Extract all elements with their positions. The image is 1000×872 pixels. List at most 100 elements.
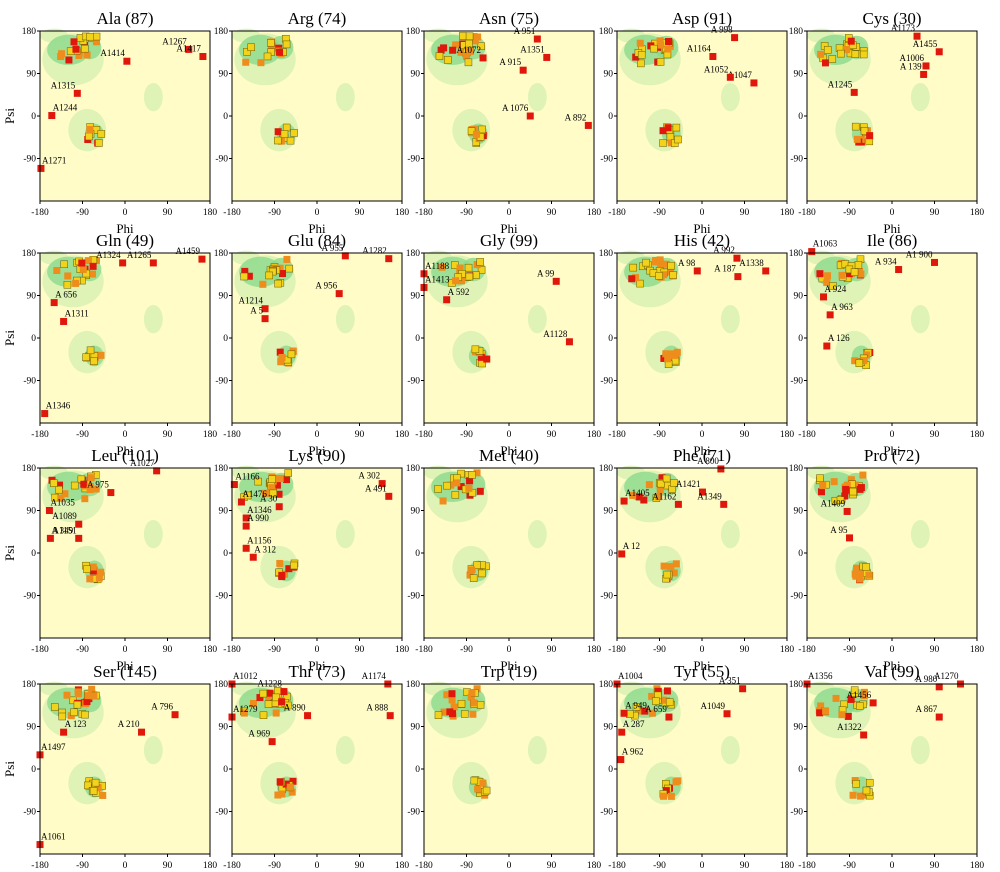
residue-marker (94, 784, 102, 792)
x-tick-label: -90 (460, 861, 473, 871)
outlier-marker (385, 255, 393, 263)
x-tick-label: 90 (740, 645, 750, 655)
outlier-marker (895, 266, 903, 274)
residue-marker (462, 52, 470, 60)
residue-marker (857, 792, 865, 800)
panel-svg: Gly (99) A1188 A1413 A 592 A1128 A 99 -180 -90 0… (406, 231, 602, 458)
x-tick-label: 90 (930, 861, 940, 871)
y-tick-label: 180 (789, 464, 804, 474)
residue-marker (99, 791, 107, 799)
residue-marker (70, 708, 78, 717)
outlier-label: A1047 (727, 70, 752, 80)
outlier-label: A 592 (448, 287, 470, 297)
panel-svg: Pro (72) A1409 A 95 -180 -90 0 90 180 Phi 180 90 0 -… (789, 446, 985, 673)
y-tick-label: 90 (27, 723, 37, 733)
x-tick-label: 0 (315, 861, 320, 871)
y-tick-label: 90 (794, 507, 804, 517)
y-tick-label: -90 (215, 377, 228, 387)
residue-marker (632, 703, 641, 711)
residue-marker (286, 136, 295, 145)
outlier-marker (519, 66, 527, 74)
outlier-marker (565, 338, 573, 346)
outlier-label: A 955 (322, 243, 344, 253)
y-tick-label: -90 (23, 592, 36, 602)
outlier-marker (75, 534, 83, 542)
outlier-marker (198, 255, 206, 263)
outlier-label: A1346 (46, 401, 71, 411)
residue-marker (667, 266, 675, 274)
residue-marker (471, 37, 479, 45)
outlier-label: A1270 (934, 671, 959, 681)
residue-marker (241, 267, 249, 275)
x-tick-label: -180 (223, 208, 241, 218)
x-tick-label: 90 (355, 645, 365, 655)
y-tick-label: 180 (406, 464, 421, 474)
outlier-marker (820, 293, 828, 301)
residue-marker (277, 358, 285, 366)
residue-marker (862, 563, 870, 571)
residue-marker (60, 260, 68, 269)
residue-marker (448, 690, 456, 698)
outlier-label: A1244 (53, 103, 78, 113)
residue-marker (51, 703, 59, 711)
residue-marker (283, 476, 291, 484)
outlier-label: A1265 (127, 250, 152, 260)
outlier-label: A 990 (247, 513, 269, 523)
outlier-label: A 312 (254, 544, 276, 554)
outlier-marker (665, 713, 673, 721)
residue-marker (257, 59, 265, 67)
residue-marker (286, 783, 294, 791)
residue-marker (92, 38, 100, 46)
outlier-label: A1188 (425, 261, 450, 271)
residue-marker (81, 495, 89, 503)
outlier-marker (698, 488, 706, 496)
residue-marker (671, 351, 679, 359)
x-axis-label: Phi (116, 443, 134, 458)
allowed-region (720, 735, 740, 765)
y-tick-label: 0 (415, 549, 420, 559)
residue-marker (473, 469, 481, 477)
outlier-marker (443, 296, 451, 304)
residue-marker (290, 129, 298, 137)
panel-svg: Val (99) A1356 A1456 A1322 A1270 A 867 A 980 -1… (789, 662, 985, 871)
residue-marker (287, 350, 296, 359)
residue-marker (276, 559, 284, 567)
outlier-label: A 349 (51, 525, 73, 535)
residue-marker (58, 712, 66, 721)
residue-marker (240, 709, 248, 717)
ramachandran-panel: Thr (73) A1012 A1279 A1228 A 890 A 969 A1174 A … (200, 657, 410, 872)
outlier-label: A 12 (623, 541, 640, 551)
residue-marker (634, 707, 642, 715)
x-tick-label: 90 (355, 430, 365, 440)
residue-marker (464, 58, 473, 67)
outlier-marker (261, 315, 269, 323)
residue-marker (81, 710, 89, 719)
y-tick-label: 0 (608, 549, 613, 559)
panel-svg: Gln (49) A 656 A1311 A1346 A1324 A1265 A1459 -1… (2, 231, 217, 458)
x-tick-label: 0 (507, 208, 512, 218)
residue-marker (854, 261, 863, 269)
x-tick-label: 90 (163, 645, 173, 655)
x-axis-label: Phi (883, 221, 901, 236)
outlier-label: A1245 (828, 79, 853, 89)
residue-marker (63, 691, 71, 699)
residue-marker (853, 564, 861, 572)
x-tick-label: 0 (123, 645, 128, 655)
residue-marker (278, 698, 286, 706)
allowed-region (143, 735, 163, 765)
residue-marker (667, 792, 675, 800)
residue-marker (477, 42, 486, 50)
residue-marker (472, 271, 480, 279)
outlier-label: A1456 (847, 690, 872, 700)
residue-marker (268, 484, 276, 492)
outlier-label: A1 900 (906, 249, 933, 259)
x-tick-label: -90 (843, 645, 856, 655)
residue-marker (656, 486, 664, 494)
residue-marker (842, 485, 850, 493)
outlier-label: A1322 (837, 722, 862, 732)
outlier-marker (268, 738, 276, 746)
residue-marker (90, 357, 98, 365)
x-tick-label: 180 (395, 430, 410, 440)
y-tick-label: -90 (600, 155, 613, 165)
